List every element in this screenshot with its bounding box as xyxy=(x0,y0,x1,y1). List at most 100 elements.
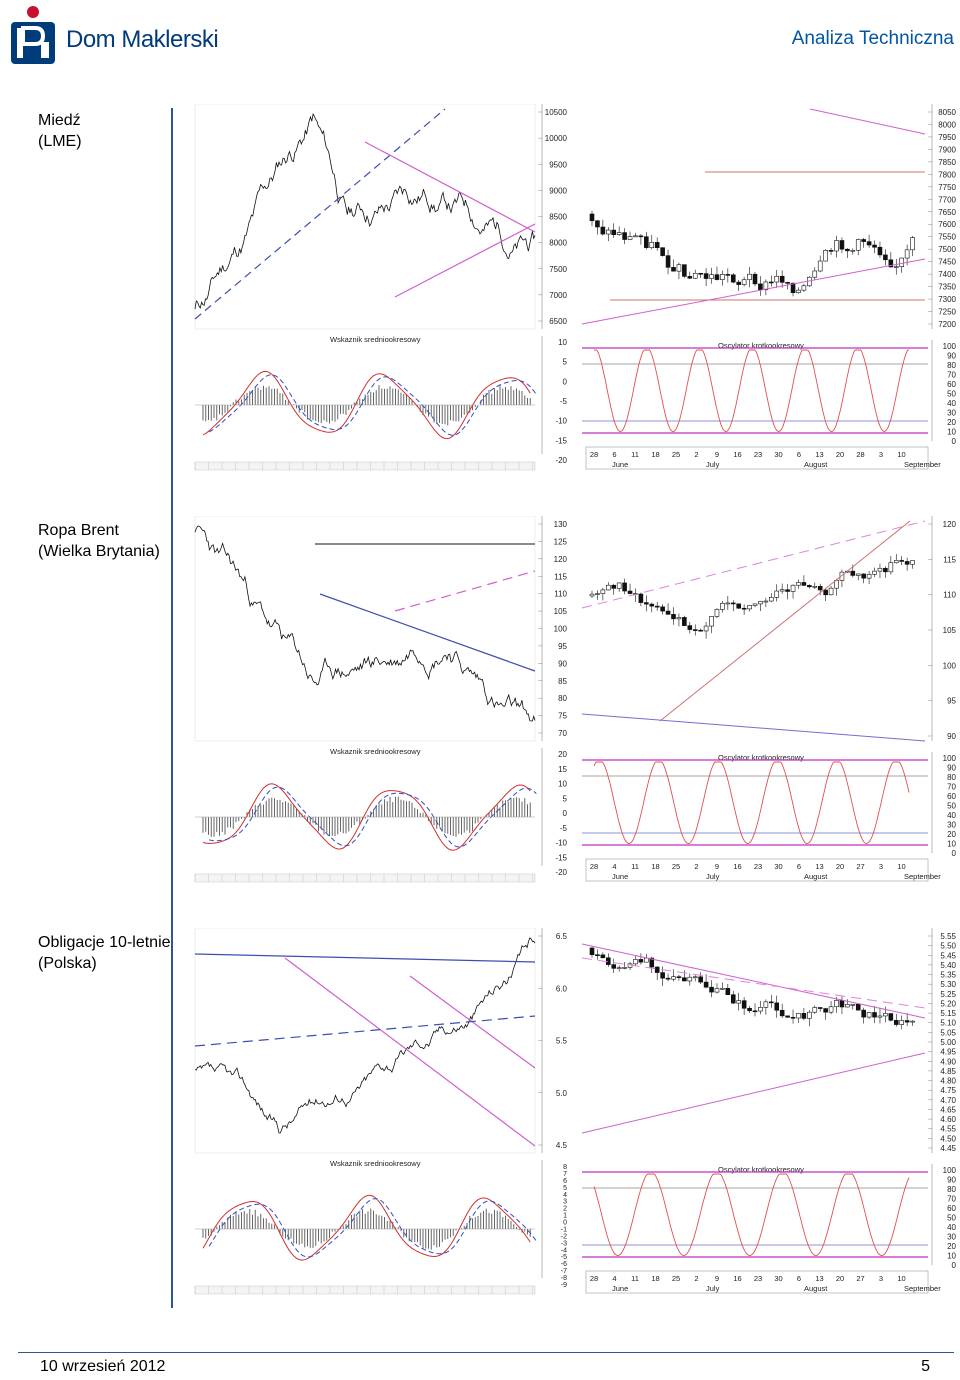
left-osc-axis-label: -9 xyxy=(561,1282,567,1289)
candle-body xyxy=(899,560,905,562)
right-axis-label: 4.60 xyxy=(940,1115,956,1124)
date-axis-frame xyxy=(585,446,929,470)
day-tick-label: 10 xyxy=(897,450,905,459)
day-tick-label: 30 xyxy=(774,450,782,459)
candle-body xyxy=(627,590,633,594)
candle-body xyxy=(644,602,649,605)
candle-body xyxy=(741,607,747,610)
candle-body xyxy=(758,283,763,291)
left-osc-axis-label: -7 xyxy=(561,1268,567,1275)
candle-body xyxy=(785,1015,790,1018)
day-tick-label: 18 xyxy=(651,1274,659,1283)
candle-body xyxy=(877,1015,883,1018)
candle-body xyxy=(872,1012,877,1018)
candle-body xyxy=(834,1000,839,1008)
left-axis-label: 90 xyxy=(558,659,567,668)
candle-body xyxy=(817,585,823,591)
osc-axis-label: 40 xyxy=(947,811,956,820)
trend-line xyxy=(394,570,536,612)
candle-body xyxy=(611,229,617,236)
osc-axis-label: 100 xyxy=(943,1166,957,1175)
osc-axis-label: 50 xyxy=(947,802,956,811)
candle-body xyxy=(845,248,850,252)
candle-body xyxy=(790,1016,796,1019)
right-axis-label: 5.05 xyxy=(940,1028,956,1037)
left-osc-axis-label: 8 xyxy=(563,1164,567,1171)
candle-body xyxy=(622,967,627,969)
candle-body xyxy=(796,582,801,586)
candle-body xyxy=(611,584,617,589)
right-axis-label: 7500 xyxy=(938,245,956,254)
osc-axis-label: 80 xyxy=(947,1185,956,1194)
candle-body xyxy=(910,1020,915,1023)
trend-line xyxy=(581,957,926,1009)
candle-body xyxy=(763,1001,769,1008)
trend-line xyxy=(194,1015,536,1047)
right-axis-label: 5.45 xyxy=(940,951,956,960)
date-axis-frame xyxy=(585,1270,929,1294)
candle-body xyxy=(801,582,807,586)
candle-body xyxy=(638,593,644,603)
right-axis-label: 7950 xyxy=(938,133,956,142)
left-osc-axis-label: 20 xyxy=(558,750,567,759)
osc-axis-label: 40 xyxy=(947,399,956,408)
divider-line xyxy=(171,108,173,1308)
candle-body xyxy=(687,976,693,982)
candle-body xyxy=(768,281,774,284)
osc-axis-label: 40 xyxy=(947,1223,956,1232)
left-axis-label: 70 xyxy=(558,729,567,738)
candle-body xyxy=(877,246,883,256)
left-osc-axis-label: -15 xyxy=(555,436,567,445)
candle-body xyxy=(671,267,676,272)
label-line2: (LME) xyxy=(38,133,82,150)
candle-body xyxy=(801,1013,807,1019)
candle-body xyxy=(779,275,785,283)
label-line1: Miedź xyxy=(38,112,81,129)
right-axis-label: 5.00 xyxy=(940,1038,956,1047)
candle-body xyxy=(709,616,714,627)
osc-axis-label: 30 xyxy=(947,409,956,418)
candle-body xyxy=(665,977,671,980)
candle-body xyxy=(741,1000,747,1009)
candle-body xyxy=(644,957,649,963)
right-axis-label: 7350 xyxy=(938,283,956,292)
trend-line xyxy=(581,258,926,325)
right-axis-label: 4.85 xyxy=(940,1067,956,1076)
month-label: July xyxy=(706,460,720,469)
candle-body xyxy=(839,1000,845,1008)
candle-body xyxy=(774,275,780,283)
right-axis-label: 7250 xyxy=(938,308,956,317)
left-osc-axis-label: -20 xyxy=(555,868,567,877)
candle-body xyxy=(855,1003,861,1011)
month-label: September xyxy=(904,460,941,469)
candle-body xyxy=(660,606,665,612)
candle-body xyxy=(595,954,600,956)
candle-body xyxy=(730,274,736,283)
candle-body xyxy=(834,240,839,252)
day-tick-label: 30 xyxy=(774,1274,782,1283)
day-tick-label: 18 xyxy=(651,862,659,871)
left-axis-label: 9500 xyxy=(549,160,567,169)
left-axis-label: 80 xyxy=(558,694,567,703)
trend-line xyxy=(284,957,536,1147)
trend-line xyxy=(581,943,926,1019)
signal-line xyxy=(208,374,537,436)
candle-body xyxy=(671,614,676,620)
day-tick-label: 11 xyxy=(631,862,639,871)
day-tick-label: 25 xyxy=(672,1274,680,1283)
left-axis-label: 6.0 xyxy=(556,984,568,993)
candle-body xyxy=(725,274,731,276)
left-osc-axis-label: -20 xyxy=(555,456,567,465)
left-osc-axis-label: 10 xyxy=(558,780,567,789)
candle-body xyxy=(779,1009,785,1017)
candle-body xyxy=(899,1020,905,1025)
left-axis-label: 120 xyxy=(554,555,568,564)
candle-body xyxy=(774,1002,780,1011)
page-number: 5 xyxy=(921,1358,930,1375)
left-price-frame xyxy=(194,928,536,1154)
candle-body xyxy=(910,237,915,251)
left-osc-axis-label: 5 xyxy=(563,1185,567,1192)
mid-indicator-title: Wskaznik sredniookresowy xyxy=(330,1159,421,1168)
price-line xyxy=(194,112,536,310)
trend-line xyxy=(809,108,926,135)
